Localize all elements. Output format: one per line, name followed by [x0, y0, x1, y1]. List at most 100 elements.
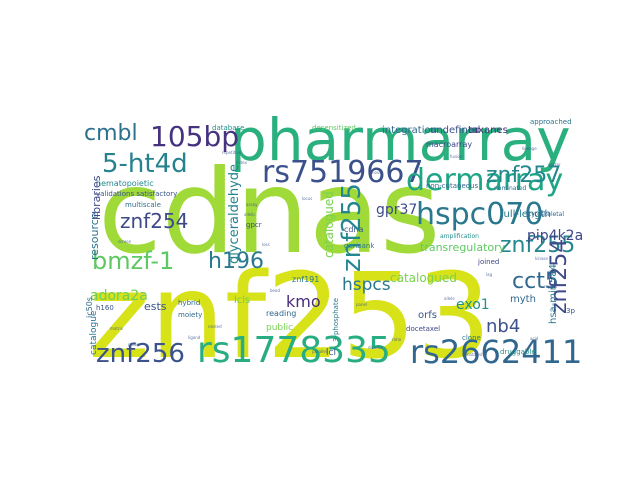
word-cd34: myth	[510, 294, 536, 305]
word-public: public	[266, 323, 293, 333]
word-multiscale: hematopoietic	[96, 179, 154, 188]
svg-text:lag: lag	[486, 272, 493, 277]
word-orfs: orfs	[418, 310, 437, 321]
word-3p: 3p	[566, 307, 575, 315]
svg-text:allele: allele	[444, 296, 455, 301]
word-znf257: znf257	[486, 163, 561, 188]
word-h160: h160	[96, 304, 114, 312]
word-105bp: 105bp	[150, 120, 239, 153]
svg-text:index: index	[236, 160, 248, 165]
svg-text:acid: acid	[530, 336, 539, 341]
word-reading: reading	[266, 309, 296, 318]
word-joined: joined	[477, 258, 499, 266]
word-non-cutaneous: non-cutaneous	[426, 182, 478, 190]
word-database: taxanes	[468, 125, 508, 136]
word-myth: adora2a	[90, 288, 148, 304]
word-macroarray: macroarray	[426, 140, 472, 149]
word-approached: approached	[530, 118, 572, 126]
svg-text:diverse: diverse	[368, 345, 383, 350]
word-znf255-visible: znf255	[337, 183, 367, 272]
word-adora2a: gpr37	[376, 202, 417, 218]
svg-text:locus: locus	[302, 196, 312, 201]
word-bmzf-1: bmzf-1	[92, 247, 174, 275]
word-pip4k2a: hspcs	[342, 275, 391, 295]
word-hspcs: nb4	[486, 316, 520, 337]
word-hsa-mir-584: hsa-mir-584	[548, 264, 559, 324]
word-znf254-visible: znf254	[547, 239, 572, 314]
word-full-length: transregulatory	[420, 241, 506, 254]
word-exo1: pip4k2a	[527, 228, 583, 244]
svg-text:allelic: allelic	[244, 212, 256, 217]
word-hematopoietic: multiscale	[125, 201, 161, 209]
word-pharmarray: pharmarray	[230, 106, 571, 174]
svg-text:panel: panel	[356, 302, 367, 307]
word-libraries: libraries	[90, 175, 103, 220]
svg-text:assay: assay	[246, 202, 258, 207]
word-glyceraldehyde: glyceraldehyde	[227, 164, 242, 264]
svg-text:novel: novel	[372, 170, 383, 175]
word-znf256: znf256	[96, 339, 185, 369]
word-druggable: druggable	[500, 348, 536, 356]
svg-text:parallel: parallel	[312, 349, 327, 354]
word-undefined: integration	[382, 125, 437, 136]
word-opn3: exo1	[456, 297, 490, 313]
word-lcls: lcls	[234, 295, 250, 306]
word-desensitized: database	[212, 124, 244, 132]
word-lcl: lcl	[326, 348, 336, 358]
svg-text:lineage: lineage	[522, 146, 537, 151]
word-interactome: desensitized	[312, 124, 356, 132]
word-taxanes: undefined	[430, 125, 480, 136]
word-ests: ests	[144, 300, 167, 313]
svg-text:nested: nested	[208, 324, 222, 329]
word-catalogue: catalogue	[89, 310, 99, 355]
word-znf253: znf253	[88, 247, 492, 385]
svg-text:loss: loss	[262, 242, 270, 247]
word-integration: full-length	[500, 209, 551, 220]
word-amplification: amplification	[440, 233, 479, 240]
word-gpcr: gpcr	[246, 221, 262, 229]
svg-text:ligand: ligand	[188, 335, 201, 340]
word-clone: clone	[462, 334, 481, 342]
svg-text:bead: bead	[270, 288, 280, 293]
svg-text:ratio: ratio	[392, 337, 402, 342]
svg-text:probe: probe	[128, 342, 140, 347]
svg-text:fusion: fusion	[450, 154, 463, 159]
tiny-word-field: repetitive assay allelic nested parallel…	[110, 146, 561, 357]
word-kmo: cct5	[512, 269, 559, 294]
svg-text:matrix: matrix	[110, 326, 124, 331]
svg-text:repetitive: repetitive	[222, 150, 242, 155]
word-moiety: moiety	[178, 311, 202, 319]
word-3-phosphate: 3-phosphate	[332, 298, 340, 342]
word-catalogued: catalogued	[322, 191, 336, 258]
word-gpr37: kmo	[286, 292, 321, 311]
word-cloud-canvas	[80, 108, 570, 370]
word-5-ht4d: 5-ht4d	[102, 149, 188, 179]
svg-text:vector: vector	[548, 162, 561, 167]
word-znf191: znf191	[292, 275, 319, 284]
word-rs2662411: rs2662411	[410, 333, 582, 371]
svg-text:annotated: annotated	[462, 352, 483, 357]
word-h196: h196	[208, 249, 264, 274]
word-hspc070: hspc070	[416, 197, 543, 232]
word-cdnas: cdnas	[98, 145, 440, 280]
svg-text:screen: screen	[118, 239, 132, 244]
word-nb4: znf255	[500, 233, 575, 258]
svg-text:kinase: kinase	[535, 256, 548, 261]
word-dermarray: dermarray	[406, 163, 563, 198]
word-ic50s: ic50s	[85, 297, 94, 318]
word-cytoskeletal: cytoskeletal	[528, 211, 564, 218]
svg-text:repeat: repeat	[544, 284, 557, 289]
word-validations-satisfactory: validations satisfactory	[96, 190, 177, 198]
word-cdna: cdna	[344, 225, 364, 234]
word-resource: resource	[88, 212, 101, 260]
word-cct5: znf254	[120, 209, 188, 233]
word-rs7519667: rs7519667	[262, 155, 424, 190]
word-genbank: genbank	[344, 242, 375, 250]
word-docetaxel: docetaxel	[406, 325, 440, 333]
word-transregulatory: catalogued	[390, 271, 457, 285]
word-nominated: nominated	[494, 185, 527, 192]
word-cmbl: cmbl	[84, 121, 138, 146]
word-rs1778335: rs1778335	[197, 330, 391, 371]
word-hybrid: hybrid	[178, 299, 200, 307]
